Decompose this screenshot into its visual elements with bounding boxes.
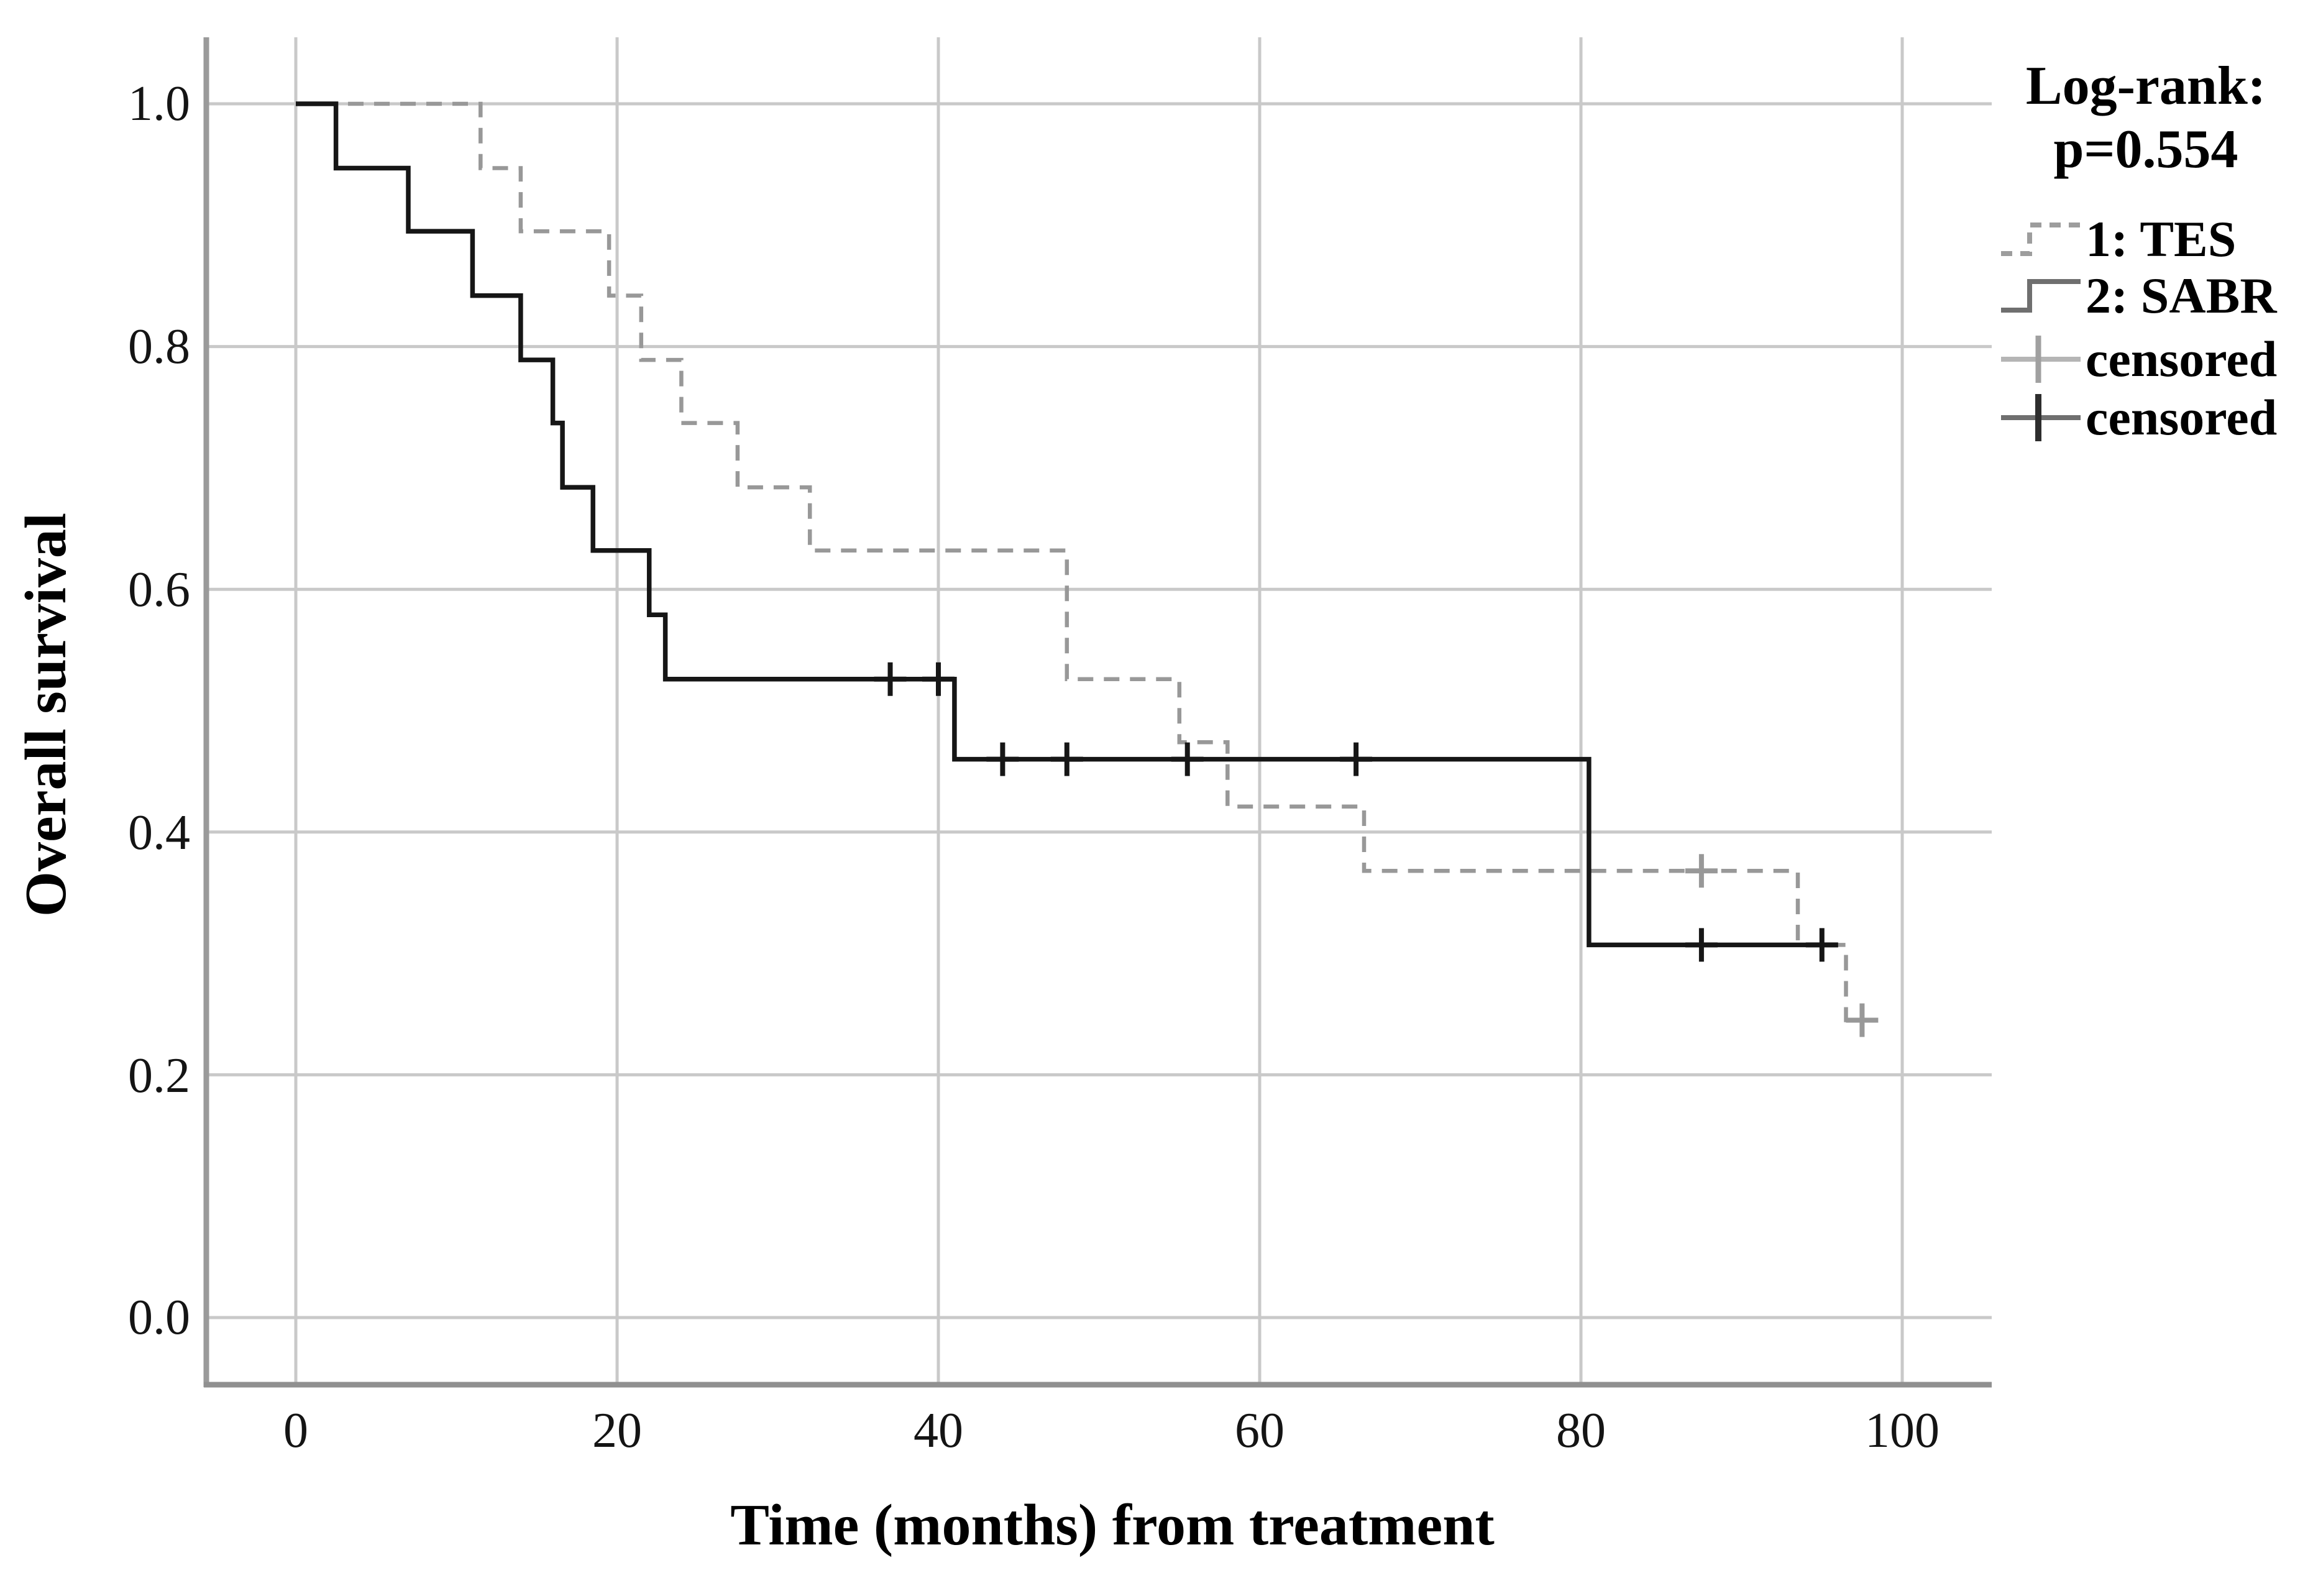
x-tick-label-60: 60 xyxy=(1235,1403,1285,1458)
x-tick-label-0: 0 xyxy=(283,1403,308,1458)
x-tick-label-80: 80 xyxy=(1556,1403,1606,1458)
censored-plus-gray-icon xyxy=(1999,328,2083,393)
x-tick-label-20: 20 xyxy=(592,1403,642,1458)
legend: Log-rank: p=0.554 1: TES 2: SABR xyxy=(1992,55,2311,446)
y-tick-label-1.0: 1.0 xyxy=(128,76,190,131)
sabr-step-line-icon xyxy=(1999,265,2083,330)
x-axis-title: Time (months) from treatment xyxy=(730,1493,1495,1557)
y-axis-title: Overall survival xyxy=(14,512,78,917)
x-tick-label-40: 40 xyxy=(914,1403,963,1458)
censored-plus-black-icon xyxy=(1999,387,2083,452)
logrank-label: Log-rank: xyxy=(2025,56,2266,116)
x-tick-label-100: 100 xyxy=(1865,1403,1940,1458)
pvalue-label: p=0.554 xyxy=(2053,119,2238,180)
y-tick-label-0.6: 0.6 xyxy=(128,562,190,617)
legend-item-censored-tes: censored xyxy=(1992,328,2311,390)
y-tick-label-0.2: 0.2 xyxy=(128,1048,190,1103)
legend-item-label: censored xyxy=(2086,331,2278,387)
y-tick-label-0.4: 0.4 xyxy=(128,805,190,860)
y-tick-label-0.0: 0.0 xyxy=(128,1290,190,1345)
legend-item-censored-sabr: censored xyxy=(1992,387,2311,449)
legend-heading: Log-rank: p=0.554 xyxy=(1992,55,2299,181)
legend-item-label: 2: SABR xyxy=(2086,267,2277,324)
tes-step-line-icon xyxy=(1999,208,2083,273)
legend-item-sabr: 2: SABR xyxy=(1992,265,2311,327)
legend-item-label: 1: TES xyxy=(2086,211,2237,267)
legend-item-tes: 1: TES xyxy=(1992,208,2311,270)
y-tick-label-0.8: 0.8 xyxy=(128,319,190,374)
legend-item-label: censored xyxy=(2086,389,2278,446)
